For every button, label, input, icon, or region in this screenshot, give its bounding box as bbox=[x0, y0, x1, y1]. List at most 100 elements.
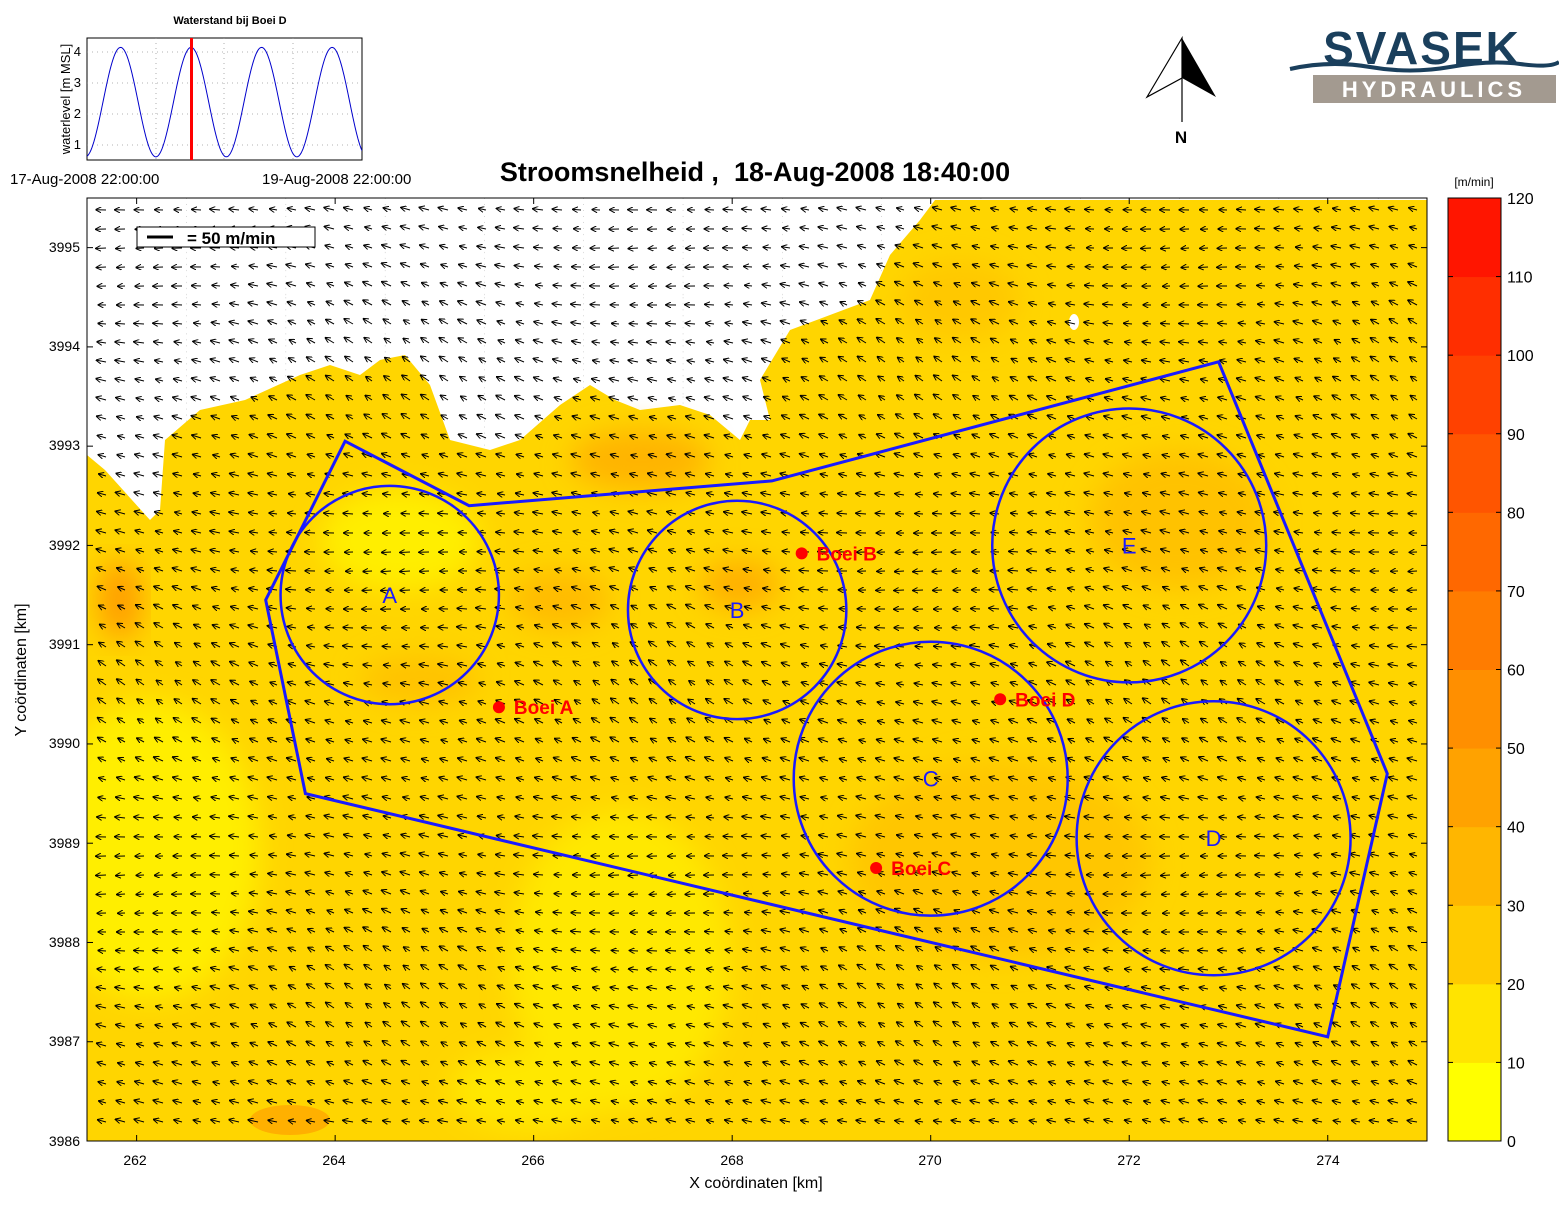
velocity-vector bbox=[229, 493, 240, 495]
velocity-vector bbox=[250, 739, 259, 742]
velocity-vector bbox=[154, 797, 164, 799]
velocity-vector bbox=[194, 798, 202, 800]
velocity-vector bbox=[193, 341, 202, 343]
velocity-vector bbox=[137, 587, 145, 590]
velocity-vector bbox=[270, 378, 278, 381]
velocity-vector bbox=[173, 1062, 183, 1065]
velocity-vector bbox=[97, 817, 107, 818]
colorbar-segment bbox=[1448, 355, 1501, 435]
velocity-vector bbox=[231, 700, 240, 704]
zone-label: C bbox=[923, 767, 939, 792]
velocity-vector bbox=[174, 797, 183, 799]
velocity-vector bbox=[231, 570, 240, 572]
velocity-vector bbox=[135, 511, 145, 514]
velocity-vector bbox=[153, 454, 164, 457]
velocity-vector bbox=[1066, 855, 1076, 856]
velocity-vector bbox=[136, 642, 145, 648]
velocity-vector bbox=[116, 530, 126, 533]
velocity-vector bbox=[742, 228, 753, 229]
velocity-vector bbox=[723, 209, 734, 210]
velocity-vector bbox=[232, 266, 240, 267]
velocity-vector bbox=[230, 986, 240, 989]
velocity-vector bbox=[213, 304, 221, 305]
velocity-vector bbox=[230, 531, 240, 533]
velocity-vector bbox=[705, 931, 715, 932]
velocity-vector bbox=[251, 1005, 259, 1008]
velocity-vector bbox=[195, 644, 202, 648]
velocity-vector bbox=[553, 229, 563, 230]
velocity-vector bbox=[1179, 950, 1190, 951]
velocity-vector bbox=[251, 551, 259, 552]
velocity-vector bbox=[1198, 950, 1209, 951]
velocity-vector bbox=[249, 588, 259, 590]
velocity-vector bbox=[173, 737, 183, 743]
velocity-vector bbox=[193, 304, 202, 305]
velocity-vector bbox=[913, 552, 924, 553]
velocity-vector bbox=[97, 416, 107, 419]
velocity-vector bbox=[249, 284, 259, 286]
velocity-vector bbox=[1408, 513, 1418, 514]
velocity-vector bbox=[210, 209, 221, 210]
inset-ytick: 3 bbox=[74, 75, 81, 90]
velocity-vector bbox=[98, 1062, 107, 1065]
velocity-vector bbox=[154, 757, 164, 761]
velocity-vector bbox=[248, 303, 259, 305]
velocity-vector bbox=[232, 1043, 240, 1046]
velocity-vector bbox=[1199, 267, 1209, 268]
velocity-vector bbox=[666, 323, 677, 324]
north-arrow-label: N bbox=[1175, 128, 1187, 147]
velocity-vector bbox=[192, 836, 202, 837]
velocity-vector bbox=[211, 1024, 221, 1027]
velocity-vector bbox=[990, 590, 1000, 591]
zone-label: E bbox=[1122, 533, 1137, 558]
velocity-vector bbox=[155, 642, 164, 648]
velocity-vector bbox=[573, 209, 582, 210]
velocity-vector bbox=[629, 894, 639, 895]
velocity-vector bbox=[1142, 894, 1152, 895]
velocity-vector bbox=[173, 474, 183, 476]
velocity-vector bbox=[194, 625, 202, 628]
velocity-vector bbox=[229, 816, 240, 818]
velocity-vector bbox=[192, 587, 202, 590]
velocity-vector bbox=[249, 777, 259, 780]
x-tick-label: 274 bbox=[1316, 1152, 1340, 1168]
velocity-vector bbox=[1332, 551, 1342, 552]
velocity-vector bbox=[99, 455, 107, 457]
velocity-vector bbox=[270, 359, 278, 362]
velocity-vector bbox=[174, 718, 183, 724]
velocity-vector bbox=[98, 679, 107, 686]
velocity-vector bbox=[232, 416, 240, 419]
velocity-vector bbox=[1182, 894, 1190, 895]
velocity-vector bbox=[173, 1081, 183, 1084]
velocity-vector bbox=[192, 1005, 202, 1008]
buoy-label: Boei D bbox=[1015, 690, 1075, 711]
velocity-vector bbox=[116, 379, 126, 381]
velocity-vector bbox=[213, 758, 221, 761]
x-tick-label: 262 bbox=[123, 1152, 147, 1168]
velocity-vector bbox=[136, 436, 145, 438]
velocity-vector bbox=[211, 359, 221, 362]
velocity-vector bbox=[251, 720, 259, 723]
velocity-vector bbox=[135, 454, 145, 457]
velocity-vector bbox=[210, 550, 221, 552]
velocity-vector bbox=[819, 532, 829, 533]
velocity-vector bbox=[117, 777, 126, 780]
x-tick-label: 270 bbox=[918, 1152, 942, 1168]
velocity-vector bbox=[743, 875, 753, 876]
velocity-vector bbox=[1142, 267, 1152, 268]
velocity-vector bbox=[98, 698, 107, 705]
velocity-vector bbox=[192, 718, 202, 724]
velocity-vector bbox=[98, 738, 107, 742]
inset-xlabel-end: 19-Aug-2008 22:00:00 bbox=[262, 171, 411, 188]
velocity-vector bbox=[913, 590, 924, 591]
velocity-vector bbox=[118, 738, 126, 742]
velocity-vector bbox=[154, 493, 164, 496]
velocity-vector bbox=[135, 1100, 145, 1103]
colorbar-segment bbox=[1448, 905, 1501, 985]
velocity-vector bbox=[230, 1101, 240, 1104]
velocity-vector bbox=[248, 493, 259, 495]
velocity-vector bbox=[249, 454, 259, 457]
velocity-vector bbox=[477, 571, 487, 572]
velocity-vector bbox=[724, 286, 734, 287]
velocity-vector bbox=[666, 950, 677, 951]
